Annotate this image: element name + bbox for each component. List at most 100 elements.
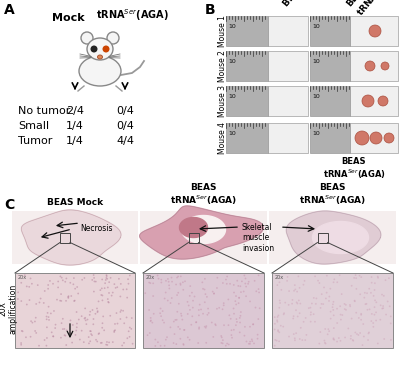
Circle shape	[106, 274, 107, 276]
Circle shape	[197, 342, 199, 344]
Circle shape	[154, 339, 156, 341]
Circle shape	[313, 313, 314, 315]
Circle shape	[371, 282, 372, 283]
Circle shape	[254, 280, 256, 282]
Circle shape	[191, 292, 193, 294]
Circle shape	[128, 330, 130, 332]
Circle shape	[213, 292, 215, 294]
Circle shape	[160, 279, 162, 281]
Circle shape	[160, 308, 162, 309]
Circle shape	[233, 329, 235, 331]
Circle shape	[314, 275, 316, 277]
Circle shape	[382, 307, 384, 309]
Circle shape	[306, 334, 307, 336]
Circle shape	[184, 280, 186, 282]
Ellipse shape	[362, 95, 374, 107]
Circle shape	[76, 286, 78, 288]
Circle shape	[251, 340, 253, 342]
Circle shape	[108, 292, 110, 294]
Circle shape	[308, 307, 310, 309]
Circle shape	[107, 287, 109, 288]
Circle shape	[212, 291, 214, 292]
Circle shape	[37, 284, 39, 286]
Circle shape	[299, 287, 300, 289]
Circle shape	[105, 279, 107, 281]
Circle shape	[326, 275, 328, 276]
Circle shape	[104, 282, 106, 284]
Circle shape	[297, 316, 298, 317]
Circle shape	[367, 339, 369, 341]
Circle shape	[296, 301, 298, 303]
FancyBboxPatch shape	[350, 16, 398, 46]
Circle shape	[31, 283, 33, 285]
Circle shape	[204, 289, 206, 291]
Circle shape	[129, 274, 131, 276]
Circle shape	[380, 305, 382, 306]
Circle shape	[150, 320, 152, 322]
Circle shape	[62, 328, 64, 330]
Circle shape	[279, 302, 281, 304]
Circle shape	[318, 282, 320, 284]
Circle shape	[182, 343, 184, 345]
Circle shape	[368, 332, 369, 334]
Circle shape	[223, 302, 225, 304]
Circle shape	[96, 341, 98, 343]
Circle shape	[238, 302, 240, 304]
Circle shape	[368, 288, 370, 290]
Circle shape	[75, 330, 77, 332]
Circle shape	[235, 303, 237, 305]
Circle shape	[383, 338, 385, 340]
Circle shape	[59, 300, 61, 301]
Circle shape	[165, 280, 167, 282]
Circle shape	[167, 278, 169, 280]
Circle shape	[46, 326, 48, 328]
Circle shape	[381, 294, 383, 296]
Circle shape	[129, 336, 130, 338]
Circle shape	[160, 282, 162, 283]
Text: Small: Small	[18, 121, 49, 131]
Circle shape	[355, 274, 356, 276]
Circle shape	[385, 314, 387, 316]
Circle shape	[374, 306, 376, 308]
Circle shape	[277, 329, 279, 331]
Circle shape	[177, 326, 179, 328]
Circle shape	[360, 314, 362, 316]
Circle shape	[48, 319, 50, 321]
Circle shape	[68, 297, 69, 299]
Circle shape	[160, 315, 162, 317]
Circle shape	[20, 282, 22, 284]
Circle shape	[320, 303, 322, 305]
Circle shape	[101, 342, 103, 344]
Circle shape	[259, 307, 260, 309]
Circle shape	[258, 274, 260, 276]
Circle shape	[356, 333, 358, 335]
Circle shape	[372, 322, 374, 324]
Circle shape	[344, 337, 346, 338]
Circle shape	[294, 337, 296, 339]
Circle shape	[326, 292, 328, 294]
Circle shape	[182, 282, 184, 283]
Circle shape	[377, 277, 379, 279]
Circle shape	[294, 339, 296, 341]
Circle shape	[17, 291, 19, 293]
Circle shape	[200, 308, 202, 310]
Circle shape	[46, 345, 47, 346]
Circle shape	[359, 275, 360, 276]
FancyBboxPatch shape	[350, 123, 398, 153]
Circle shape	[276, 284, 278, 286]
Circle shape	[67, 296, 69, 298]
Circle shape	[25, 336, 27, 338]
Text: 20X
amplification: 20X amplification	[0, 284, 18, 334]
Text: 20x: 20x	[146, 275, 155, 280]
Circle shape	[247, 283, 249, 285]
Circle shape	[187, 313, 189, 315]
Circle shape	[168, 284, 170, 286]
Circle shape	[114, 323, 116, 325]
Circle shape	[336, 322, 338, 324]
Circle shape	[336, 341, 338, 343]
Circle shape	[363, 335, 365, 337]
Polygon shape	[140, 206, 263, 259]
Circle shape	[52, 335, 54, 337]
Circle shape	[251, 339, 253, 340]
Circle shape	[104, 287, 106, 289]
